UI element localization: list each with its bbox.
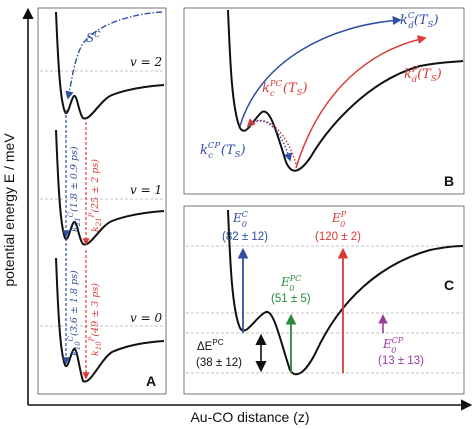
level-label-v1: v = 1 — [130, 183, 162, 197]
e0cp-label: ECP 0 — [382, 336, 404, 355]
potential-curve-v2 — [55, 11, 165, 120]
kdp-label: kP d(TS) — [404, 65, 442, 85]
kcpc-arrow — [246, 118, 297, 165]
sc-trajectory — [65, 11, 163, 100]
potential-curve-v0 — [55, 257, 165, 383]
e0pc-label: EPC 0 — [280, 274, 301, 293]
k21p-label: k21P(25 ± 2 ps) — [88, 159, 103, 232]
panel-c-letter: C — [444, 277, 454, 293]
panel-a: SC v = 2 v = 1 v = 0 k21C(1.8 ± 0.9 ps) … — [37, 7, 167, 395]
kccp-label: kCP c (TS) — [200, 141, 246, 161]
x-axis-label: Au-CO distance (z) — [190, 409, 309, 425]
kcpc-label: kPC c (TS) — [262, 79, 308, 99]
panel-b-potential-curve — [227, 9, 464, 172]
kccp-arrow — [245, 120, 293, 162]
sc-label: SC — [86, 30, 100, 45]
delta-e-value: (38 ± 12) — [196, 357, 242, 369]
level-label-v0: v = 0 — [130, 311, 162, 325]
panel-c-frame — [183, 205, 465, 395]
kdc-arrow — [239, 16, 402, 127]
k21c-label: k21C(1.8 ± 0.9 ps) — [67, 146, 82, 232]
panel-a-letter: A — [146, 373, 156, 389]
panel-b-frame — [183, 7, 465, 195]
delta-e-label: ΔEPC — [197, 338, 224, 353]
panel-c: EC 0 (82 ± 12) EP 0 (120 ± 2) EPC 0 (51 ± 5… — [183, 205, 465, 395]
level-label-v2: v = 2 — [130, 55, 162, 69]
e0p-label: EP 0 — [331, 210, 347, 229]
e0p-value: (120 ± 2) — [315, 231, 361, 243]
e0c-label: EC 0 — [232, 210, 248, 229]
e0cp-value: (13 ± 13) — [378, 355, 424, 367]
kdp-arrow — [295, 35, 427, 169]
k10p-label: k10P(49 ± 3 ps) — [88, 283, 103, 356]
e0c-value: (82 ± 12) — [222, 231, 268, 243]
k10c-label: k10C(3.6 ± 1.8 ps) — [67, 270, 82, 356]
panel-c-potential-curve — [227, 209, 464, 376]
e0pc-value: (51 ± 5) — [271, 293, 311, 305]
kdc-label: kC d(TS) — [400, 11, 439, 31]
y-axis-label: potential energy E / meV — [1, 133, 17, 287]
panel-b: kC d(TS) kPC c (TS) kP d(TS) kCP c (TS) B — [183, 7, 465, 195]
panel-b-letter: B — [444, 173, 454, 189]
potential-curve-v1 — [55, 129, 165, 246]
